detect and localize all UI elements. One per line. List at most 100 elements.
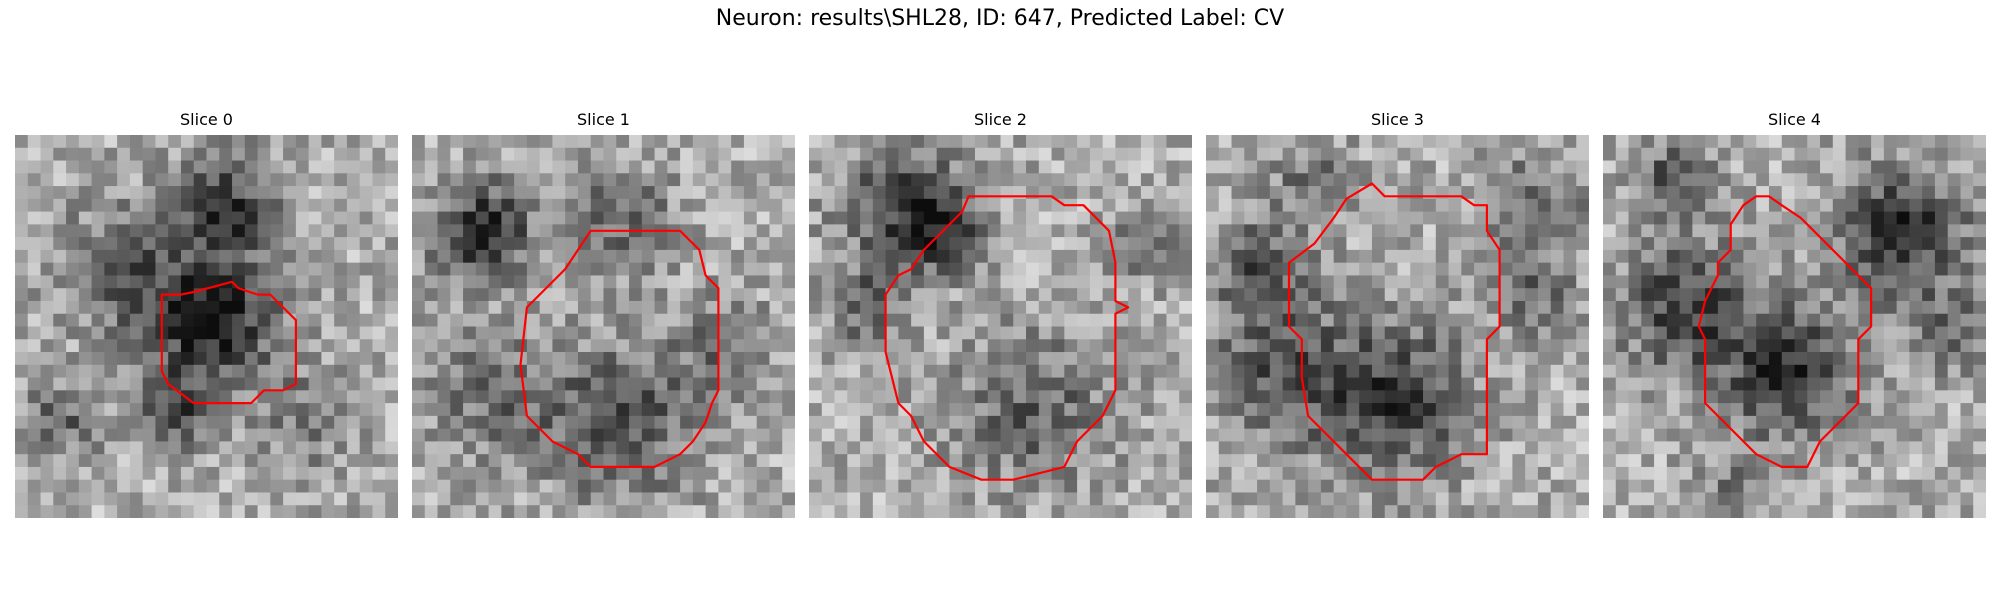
pixel-cell bbox=[1064, 186, 1078, 200]
pixel-cell bbox=[346, 173, 361, 187]
pixel-cell bbox=[974, 173, 989, 187]
pixel-cell bbox=[321, 147, 335, 162]
pixel-cell bbox=[1140, 390, 1155, 404]
pixel-cell bbox=[1845, 441, 1859, 455]
pixel-cell bbox=[692, 224, 707, 238]
pixel-cell bbox=[705, 326, 719, 340]
pixel-cell bbox=[1730, 186, 1745, 200]
pixel-cell bbox=[1013, 275, 1027, 289]
pixel-cell bbox=[898, 479, 912, 494]
pixel-cell bbox=[1499, 198, 1513, 213]
pixel-cell bbox=[1550, 186, 1565, 200]
pixel-cell bbox=[1654, 454, 1668, 468]
pixel-cell bbox=[104, 313, 118, 328]
pixel-cell bbox=[743, 262, 758, 277]
pixel-cell bbox=[680, 505, 694, 518]
pixel-cell bbox=[295, 479, 310, 494]
pixel-cell bbox=[1807, 492, 1821, 506]
pixel-cell bbox=[1525, 492, 1539, 506]
pixel-cell bbox=[1257, 364, 1271, 379]
pixel-cell bbox=[1641, 326, 1655, 340]
pixel-cell bbox=[424, 505, 439, 518]
pixel-cell bbox=[1705, 237, 1719, 251]
pixel-cell bbox=[769, 300, 783, 315]
pixel-cell bbox=[308, 173, 322, 187]
pixel-cell bbox=[180, 466, 195, 481]
pixel-cell bbox=[1435, 377, 1450, 391]
pixel-cell bbox=[847, 288, 861, 302]
pixel-cell bbox=[680, 262, 694, 277]
pixel-cell bbox=[1257, 224, 1271, 238]
pixel-cell bbox=[475, 237, 490, 251]
pixel-cell bbox=[1550, 198, 1565, 213]
pixel-cell bbox=[705, 428, 719, 442]
pixel-cell bbox=[1346, 300, 1360, 315]
pixel-cell bbox=[1026, 415, 1040, 430]
pixel-cell bbox=[552, 428, 566, 442]
pixel-cell bbox=[334, 326, 348, 340]
pixel-cell bbox=[1435, 300, 1450, 315]
pixel-cell bbox=[53, 249, 67, 264]
pixel-cell bbox=[731, 492, 745, 506]
pixel-cell bbox=[514, 403, 528, 417]
pixel-cell bbox=[1231, 300, 1245, 315]
pixel-cell bbox=[565, 326, 579, 340]
pixel-cell bbox=[308, 186, 322, 200]
pixel-cell bbox=[91, 186, 105, 200]
pixel-cell bbox=[219, 173, 233, 187]
pixel-cell bbox=[295, 466, 310, 481]
pixel-cell bbox=[1461, 275, 1475, 289]
pixel-cell bbox=[1115, 275, 1129, 289]
pixel-cell bbox=[1218, 377, 1233, 391]
pixel-cell bbox=[1435, 352, 1450, 366]
pixel-cell bbox=[463, 300, 477, 315]
pixel-cell bbox=[1257, 288, 1271, 302]
pixel-cell bbox=[437, 313, 451, 328]
pixel-cell bbox=[501, 505, 515, 518]
pixel-cell bbox=[1077, 415, 1091, 430]
pixel-cell bbox=[1320, 403, 1335, 417]
pixel-cell bbox=[616, 492, 630, 506]
pixel-cell bbox=[1537, 339, 1552, 353]
pixel-cell bbox=[450, 454, 464, 468]
pixel-cell bbox=[1717, 237, 1732, 251]
pixel-cell bbox=[437, 135, 451, 149]
pixel-cell bbox=[1179, 173, 1192, 187]
pixel-cell bbox=[1832, 390, 1847, 404]
pixel-cell bbox=[1973, 160, 1986, 174]
pixel-cell bbox=[412, 198, 426, 213]
pixel-cell bbox=[1883, 211, 1898, 225]
pixel-cell bbox=[53, 339, 67, 353]
pixel-cell bbox=[1679, 313, 1693, 328]
pixel-cell bbox=[1692, 492, 1706, 506]
pixel-cell bbox=[244, 147, 259, 162]
pixel-cell bbox=[731, 288, 745, 302]
pixel-cell bbox=[232, 492, 246, 506]
pixel-cell bbox=[821, 160, 836, 174]
pixel-cell bbox=[1550, 339, 1565, 353]
pixel-cell bbox=[1807, 160, 1821, 174]
pixel-cell bbox=[565, 505, 579, 518]
pixel-cell bbox=[1397, 377, 1411, 391]
pixel-cell bbox=[1257, 352, 1271, 366]
pixel-cell bbox=[1756, 466, 1770, 481]
pixel-cell bbox=[66, 454, 80, 468]
pixel-cell bbox=[1603, 198, 1617, 213]
pixel-cell bbox=[1333, 300, 1348, 315]
pixel-cell bbox=[782, 364, 795, 379]
slice-panel-3: Slice 3 bbox=[1206, 110, 1589, 520]
pixel-cell bbox=[885, 505, 899, 518]
pixel-cell bbox=[1654, 135, 1668, 149]
pixel-cell bbox=[155, 415, 169, 430]
pixel-cell bbox=[1563, 339, 1577, 353]
pixel-cell bbox=[1628, 466, 1642, 481]
pixel-cell bbox=[1435, 211, 1450, 225]
pixel-cell bbox=[40, 377, 54, 391]
pixel-cell bbox=[104, 262, 118, 277]
pixel-cell bbox=[1525, 313, 1539, 328]
pixel-cell bbox=[1474, 364, 1488, 379]
pixel-cell bbox=[603, 186, 617, 200]
pixel-cell bbox=[66, 441, 80, 455]
pixel-cell bbox=[1628, 135, 1642, 149]
pixel-cell bbox=[257, 147, 271, 162]
